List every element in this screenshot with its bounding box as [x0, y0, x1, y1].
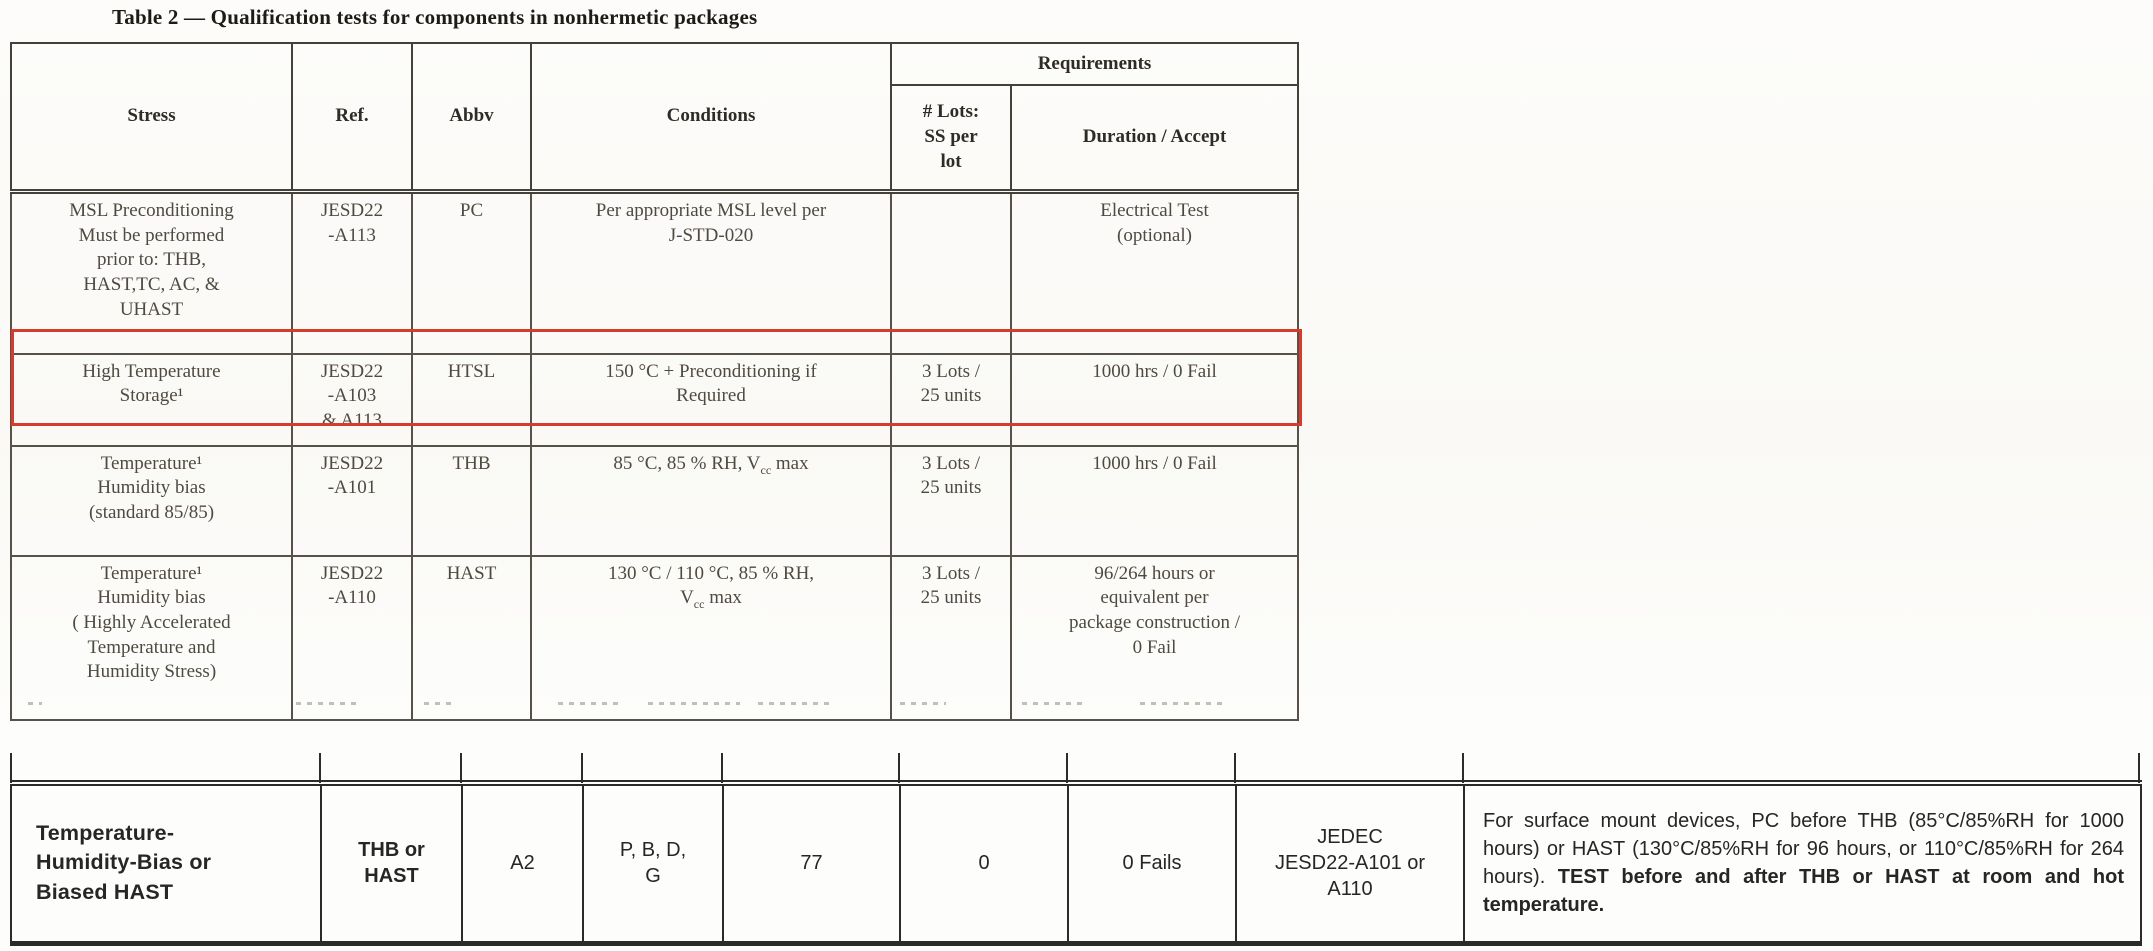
- conditions-text: max: [704, 587, 742, 609]
- qualification-tests-table: Stress Ref. Abbv Conditions Requirements…: [10, 42, 1300, 721]
- table-row-thb-hast: Temperature- Humidity-Bias or Biased HAS…: [10, 780, 2142, 946]
- cropped-row-remnant: [648, 702, 740, 705]
- stress-cell: Temperature¹ Humidity bias ( Highly Acce…: [10, 554, 293, 721]
- header-row-2: # Lots: SS per lot Duration / Accept: [11, 84, 1300, 194]
- column-header-lots: # Lots: SS per lot: [890, 84, 1012, 194]
- conditions-cell: 150 °C + Preconditioning if Required: [530, 352, 892, 447]
- ref-cell: JESD22 -A101: [291, 444, 413, 557]
- abbv-cell: THB: [411, 444, 532, 557]
- note-cell: For surface mount devices, PC before THB…: [1463, 780, 2142, 946]
- duration-cell: 1000 hrs / 0 Fail: [1009, 444, 1300, 557]
- subscript-cc: cc: [693, 596, 705, 611]
- fails-cell: 0 Fails: [1067, 780, 1237, 946]
- abbv-cell: PC: [411, 190, 532, 355]
- table-grid-stub: [2138, 753, 2140, 783]
- header-row-1: Stress Ref. Abbv Conditions Requirements: [10, 42, 1300, 194]
- table-grid-stub: [319, 753, 321, 783]
- conditions-text: 85 °C, 85 % RH, V: [613, 452, 761, 474]
- reference-cell: JEDEC JESD22-A101 or A110: [1235, 780, 1465, 946]
- table-grid-stub: [10, 753, 12, 783]
- cropped-row-remnant: [424, 702, 456, 705]
- duration-cell: 1000 hrs / 0 Fail: [1009, 352, 1300, 447]
- thb-hast-summary-table: Temperature- Humidity-Bias or Biased HAS…: [10, 780, 2142, 946]
- test-name-cell: Temperature- Humidity-Bias or Biased HAS…: [10, 780, 322, 946]
- accept-cell: 0: [899, 780, 1069, 946]
- note-text-bold: TEST before and after THB or HAST at roo…: [1483, 866, 2124, 917]
- table-grid-stub: [581, 753, 583, 783]
- cropped-row-remnant: [28, 702, 42, 705]
- cropped-row-remnant: [1022, 702, 1084, 705]
- column-header-stress: Stress: [10, 42, 293, 194]
- conditions-cell: 85 °C, 85 % RH, Vcc max: [530, 444, 892, 557]
- ref-cell: JESD22 -A110: [291, 554, 413, 721]
- abbv-cell: HTSL: [411, 352, 532, 447]
- cropped-row-remnant: [1140, 702, 1224, 705]
- stress-cell: Temperature¹ Humidity bias (standard 85/…: [10, 444, 293, 557]
- duration-cell: Electrical Test (optional): [1009, 190, 1300, 355]
- conditions-text: max: [771, 452, 809, 474]
- abbv-cell: HAST: [411, 554, 532, 721]
- lots-cell: 3 Lots / 25 units: [890, 554, 1012, 721]
- table-title: Table 2 — Qualification tests for compon…: [112, 5, 758, 29]
- cropped-row-remnant: [900, 702, 946, 705]
- ref-cell: JESD22 -A103 & A113: [291, 352, 413, 447]
- column-header-requirements: Requirements: [889, 42, 1300, 86]
- table-row-hast: Temperature¹ Humidity bias ( Highly Acce…: [10, 554, 1300, 721]
- conditions-cell: 130 °C / 110 °C, 85 % RH, Vcc max: [530, 554, 892, 721]
- lots-cell: 3 Lots / 25 units: [890, 352, 1012, 447]
- column-header-ref: Ref.: [291, 42, 413, 194]
- cropped-row-remnant: [758, 702, 830, 705]
- cropped-row-remnant: [558, 702, 624, 705]
- stress-cell: MSL Preconditioning Must be performed pr…: [10, 190, 293, 355]
- table-row-msl-preconditioning: MSL Preconditioning Must be performed pr…: [10, 190, 1300, 355]
- lots-cell: [890, 190, 1012, 355]
- subscript-cc: cc: [760, 462, 772, 477]
- table-grid-stub: [1234, 753, 1236, 783]
- table-row-thb: Temperature¹ Humidity bias (standard 85/…: [10, 444, 1300, 557]
- sample-size-cell: 77: [722, 780, 901, 946]
- groups-cell: P, B, D, G: [582, 780, 724, 946]
- lots-cell: 3 Lots / 25 units: [890, 444, 1012, 557]
- conditions-cell: Per appropriate MSL level per J-STD-020: [530, 190, 892, 355]
- column-header-conditions: Conditions: [530, 42, 892, 194]
- table-grid-stub: [1462, 753, 1464, 783]
- cropped-row-remnant: [296, 702, 358, 705]
- code-cell: A2: [461, 780, 584, 946]
- column-header-abbv: Abbv: [411, 42, 532, 194]
- ref-cell: JESD22 -A113: [291, 190, 413, 355]
- stress-cell: High Temperature Storage¹: [10, 352, 293, 447]
- table-row-high-temp-storage: High Temperature Storage¹ JESD22 -A103 &…: [10, 352, 1300, 447]
- table-grid-stub: [898, 753, 900, 783]
- conditions-text: 130 °C / 110 °C, 85 % RH, V: [607, 562, 815, 609]
- column-header-duration: Duration / Accept: [1009, 84, 1300, 194]
- abbrev-cell: THB or HAST: [320, 780, 463, 946]
- table-grid-stub: [721, 753, 723, 783]
- table-grid-stub: [460, 753, 462, 783]
- note-text: For surface mount devices, PC before THB…: [1483, 810, 2124, 889]
- duration-cell: 96/264 hours or equivalent per package c…: [1009, 554, 1300, 721]
- table-grid-stub: [1066, 753, 1068, 783]
